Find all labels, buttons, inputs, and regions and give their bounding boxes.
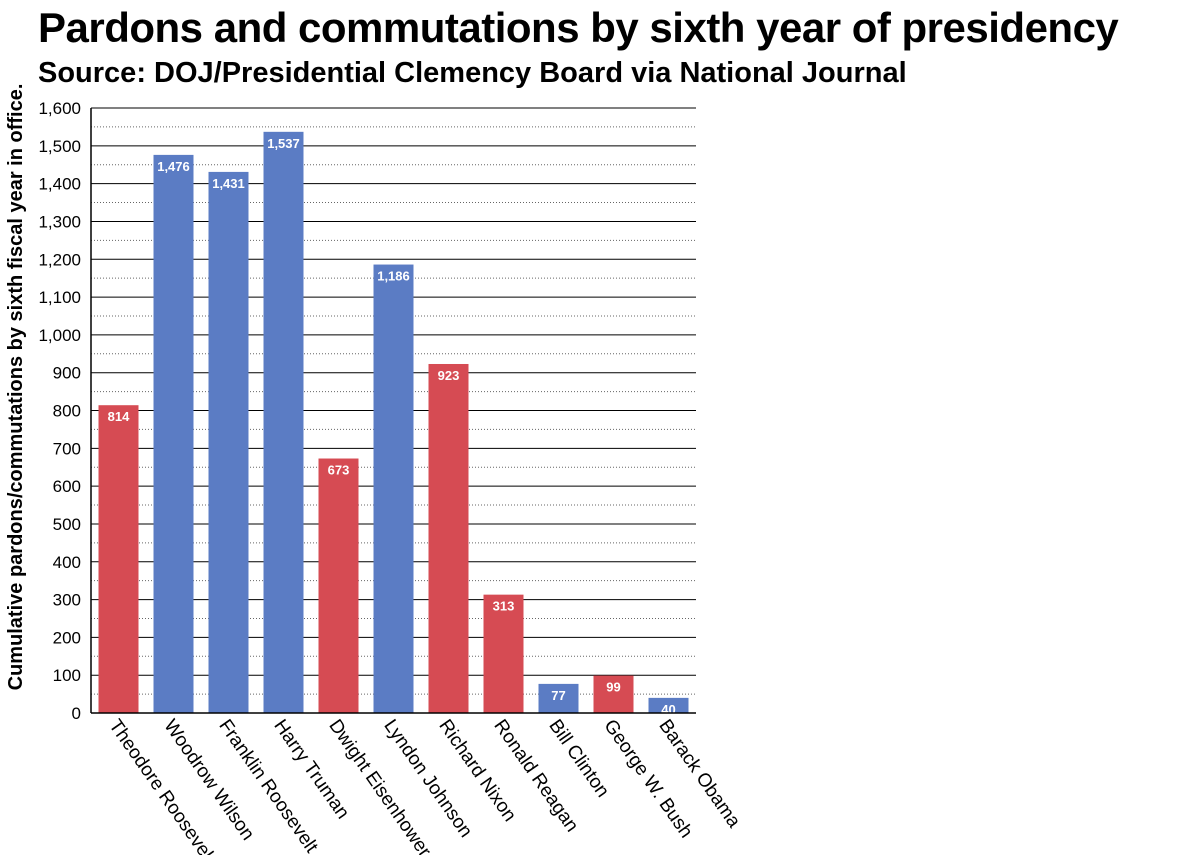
- y-tick-labels: 0 100 200 300 400 500 600 700 800 900 1,000 1,100 1,…: [38, 99, 81, 723]
- axes: [90, 108, 696, 714]
- data-label: 814: [108, 409, 130, 424]
- data-label: 77: [551, 688, 565, 703]
- data-label: 1,431: [212, 176, 245, 191]
- y-tick-label: 1,100: [38, 288, 81, 307]
- y-tick-label: 300: [53, 591, 81, 610]
- data-label: 1,537: [267, 136, 300, 151]
- data-label: 1,186: [377, 269, 410, 284]
- data-label: 313: [493, 599, 515, 614]
- bar: [153, 154, 194, 713]
- chart-subtitle: Source: DOJ/Presidential Clemency Board …: [38, 57, 907, 89]
- y-tick-label: 900: [53, 364, 81, 383]
- bar: [98, 405, 139, 713]
- y-tick-label: 100: [53, 666, 81, 685]
- y-tick-label: 600: [53, 477, 81, 496]
- chart-title: Pardons and commutations by sixth year o…: [38, 4, 1119, 51]
- y-tick-label: 200: [53, 628, 81, 647]
- bar: [538, 683, 579, 713]
- y-tick-label: 1,400: [38, 175, 81, 194]
- bar: [483, 594, 524, 713]
- y-axis-label: Cumulative pardons/commutations by sixth…: [5, 84, 27, 691]
- x-tick-label: Dwight Eisenhower: [324, 716, 435, 855]
- bar: [593, 675, 634, 713]
- y-tick-label: 0: [72, 704, 81, 723]
- y-tick-label: 1,500: [38, 137, 81, 156]
- y-tick-label: 400: [53, 553, 81, 572]
- data-label: 1,476: [157, 159, 190, 174]
- bar: [208, 171, 249, 713]
- bar: [263, 131, 304, 713]
- y-tick-label: 1,200: [38, 250, 81, 269]
- bar: [648, 697, 689, 713]
- data-label: 923: [438, 368, 460, 383]
- bars: 814 1,476 1,431 1,537 673 1,186 923 313 77 99 40: [98, 131, 689, 717]
- y-tick-label: 1,600: [38, 99, 81, 118]
- y-tick-label: 1,300: [38, 212, 81, 231]
- y-tick-label: 700: [53, 439, 81, 458]
- bar: [373, 264, 414, 713]
- y-tick-label: 1,000: [38, 326, 81, 345]
- y-tick-label: 500: [53, 515, 81, 534]
- x-tick-label: Franklin Roosevelt: [214, 716, 322, 855]
- data-label: 673: [328, 463, 350, 478]
- data-label: 40: [661, 702, 675, 717]
- bar: [318, 458, 359, 713]
- bar: [428, 363, 469, 713]
- y-tick-label: 800: [53, 402, 81, 421]
- data-label: 99: [606, 680, 620, 695]
